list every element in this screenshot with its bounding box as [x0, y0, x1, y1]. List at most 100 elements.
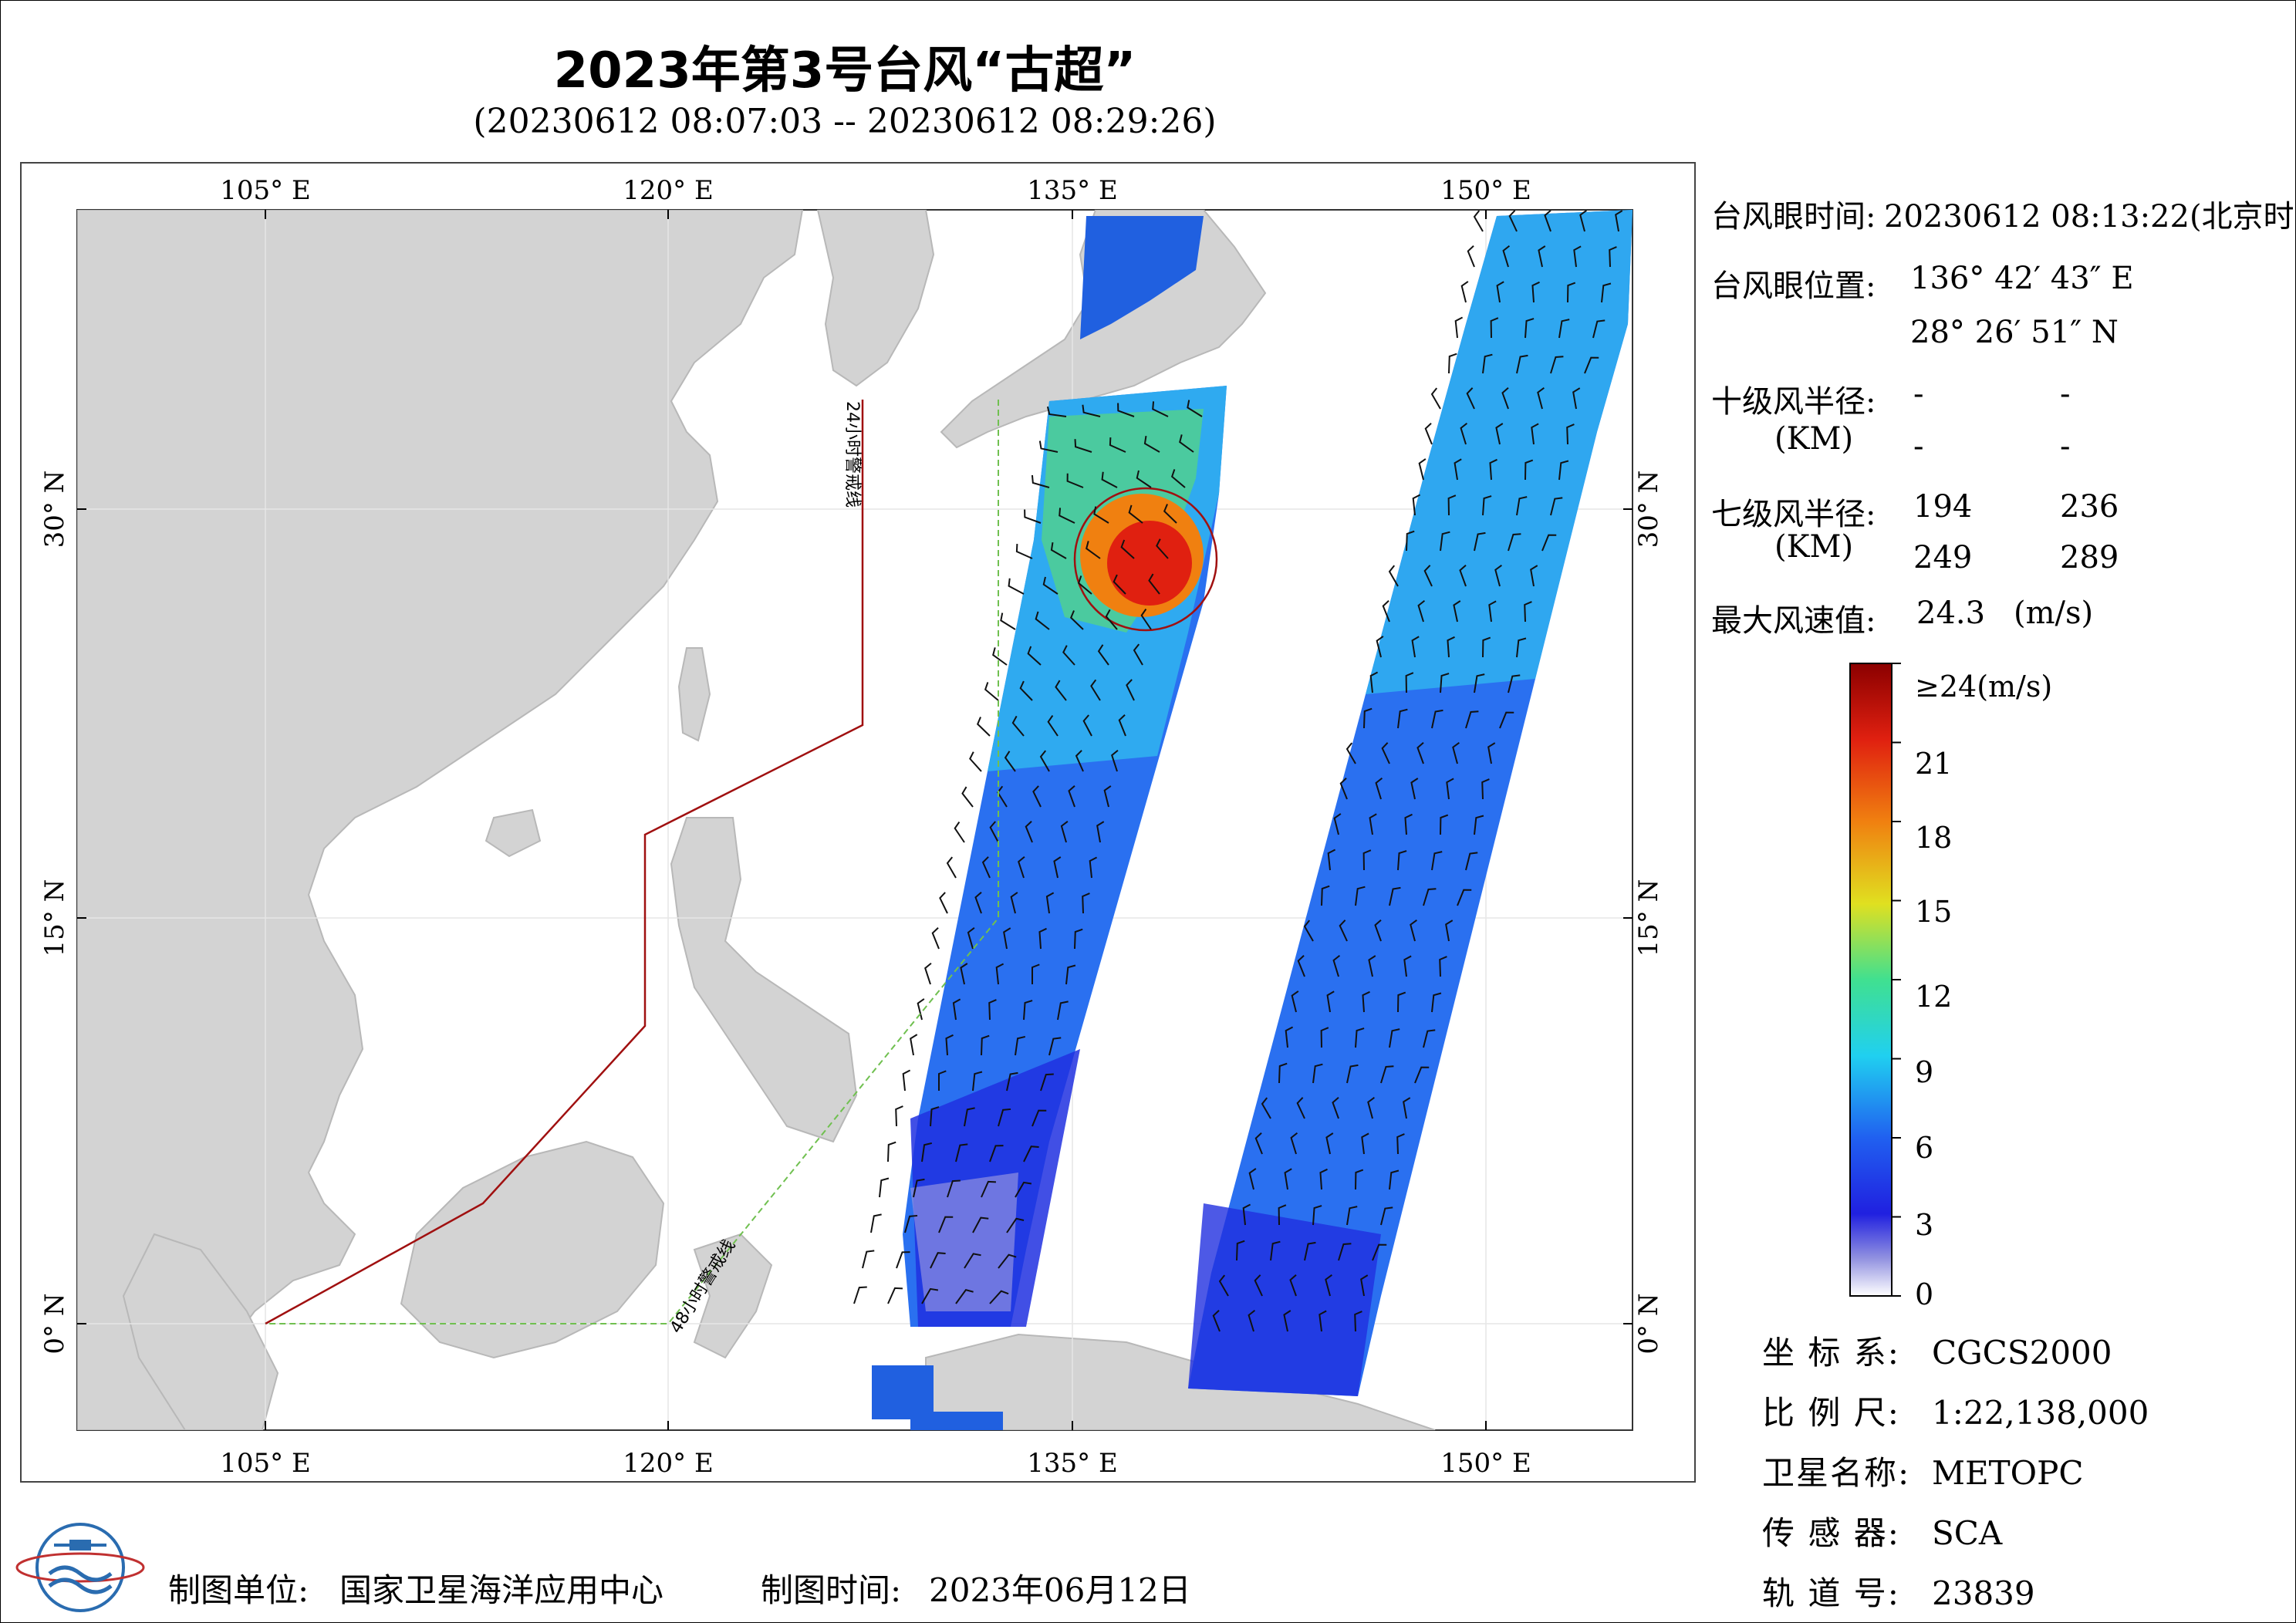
wind-barb [1055, 680, 1067, 701]
wind-barb [1303, 919, 1314, 942]
wind-barb [1418, 458, 1427, 481]
wind-barb [1004, 751, 1016, 772]
wind-barb [1059, 508, 1075, 524]
swath-fragment [872, 1365, 934, 1419]
wind-barb [1261, 1097, 1271, 1119]
wind-barb [1615, 210, 1623, 232]
info-orbit: 轨 道 号: 23839 [1762, 1567, 2035, 1615]
wind-barb [1447, 636, 1455, 658]
wind-barb [1304, 1241, 1316, 1261]
wind-barb [1050, 542, 1067, 559]
wind-barb [1008, 578, 1025, 595]
wind-barb [1254, 1274, 1263, 1297]
wind-barb [1248, 1309, 1256, 1332]
wind-barb [1069, 610, 1084, 630]
wind-barb [989, 1290, 1009, 1304]
wind-barb [1482, 636, 1491, 658]
wind-barb [1212, 1310, 1221, 1332]
wind-barb [1417, 599, 1426, 623]
wind-barb [1086, 541, 1101, 559]
lat-labels-left: 30° N 15° N 0° N [39, 471, 70, 1355]
lon-label: 105° E [220, 175, 311, 206]
typhoon-core-red [1107, 521, 1192, 606]
wind-barb [1278, 1204, 1287, 1226]
wind-barb [1374, 919, 1382, 942]
wind-barb [989, 821, 999, 843]
wind-barb [1516, 496, 1528, 516]
wind-barb [924, 962, 932, 985]
wind-barb [1550, 497, 1563, 516]
wind-barb [1117, 403, 1135, 417]
wind-barb [1389, 1028, 1400, 1048]
wind-barb [1140, 608, 1152, 630]
wind-barb [1440, 673, 1450, 693]
wind-barb [1567, 282, 1576, 303]
wind-barb [1035, 611, 1050, 630]
wind-barb [1389, 1169, 1400, 1190]
wind-barb [998, 1108, 1011, 1127]
wind-barb [1015, 1035, 1026, 1056]
info-crs: 坐 标 系: CGCS2000 [1762, 1327, 2112, 1374]
wind-barb [1452, 742, 1460, 764]
wind-barb [1236, 1240, 1245, 1261]
wind-barb [1048, 1037, 1062, 1056]
wind-barb [930, 1252, 946, 1269]
colorbar-label: 18 [1915, 821, 1953, 855]
r7-value: 249 [1913, 540, 1973, 575]
colorbar-label: ≥24(m/s) [1915, 670, 2053, 704]
wind-barb [1133, 643, 1143, 666]
wind-barb [1075, 750, 1084, 772]
wind-barb [1544, 210, 1551, 232]
wind-barb [1460, 281, 1469, 303]
wind-barb [1416, 741, 1424, 764]
wind-barb [1326, 990, 1335, 1013]
wind-barb [1446, 778, 1454, 800]
wind-barb [862, 1250, 875, 1269]
wind-barb [1445, 919, 1454, 942]
wind-barb [1248, 1168, 1257, 1190]
wind-barb [1291, 990, 1299, 1013]
wind-barb [967, 927, 975, 950]
wind-barb [955, 1289, 974, 1304]
wind-barb [1136, 470, 1152, 488]
wind-barb [1312, 1205, 1322, 1226]
swath-east-south [1188, 1203, 1381, 1396]
wind-barb [1289, 1274, 1297, 1297]
wind-barb [1018, 855, 1025, 879]
lon-label: 135° E [1027, 175, 1118, 206]
wind-barb [1396, 1133, 1405, 1155]
info-value: SCA [1932, 1514, 2003, 1552]
lat-label: 15° N [1633, 879, 1664, 957]
wind-barb [1284, 1168, 1292, 1190]
wind-barb [1045, 892, 1055, 914]
wind-barb [947, 1179, 961, 1198]
wind-barb [1047, 714, 1059, 737]
colorbar-ticks [1892, 663, 1901, 1297]
wind-barb [1382, 600, 1390, 623]
info-key: 比 例 尺: [1762, 1394, 1900, 1432]
r10-value: - [1913, 376, 1924, 412]
wind-barb [1128, 504, 1143, 524]
wind-barb [1524, 318, 1535, 339]
wind-barb [1006, 1217, 1025, 1233]
lon-label: 150° E [1440, 1448, 1531, 1479]
wind-barb [1152, 401, 1169, 417]
wind-barb [955, 1143, 968, 1162]
r7-value: 194 [1913, 489, 1973, 525]
wind-barb [1111, 749, 1119, 772]
eye-time-label: 台风眼时间: [1711, 199, 1876, 235]
wind-barb [1516, 354, 1528, 374]
wind-barb [1531, 281, 1540, 303]
wind-barb [1120, 539, 1135, 559]
wind-barb [1023, 1146, 1039, 1162]
info-key: 轨 道 号: [1762, 1574, 1900, 1612]
wind-barb [1474, 673, 1485, 693]
wind-barb [1572, 387, 1581, 410]
swath-fragment [910, 1412, 1003, 1430]
lon-label: 120° E [623, 1448, 714, 1479]
wind-barb [1218, 1274, 1229, 1297]
wind-barb [1397, 991, 1406, 1013]
wind-barb [1558, 319, 1570, 339]
wind-barb [1376, 636, 1384, 658]
wind-barb [1530, 565, 1538, 587]
